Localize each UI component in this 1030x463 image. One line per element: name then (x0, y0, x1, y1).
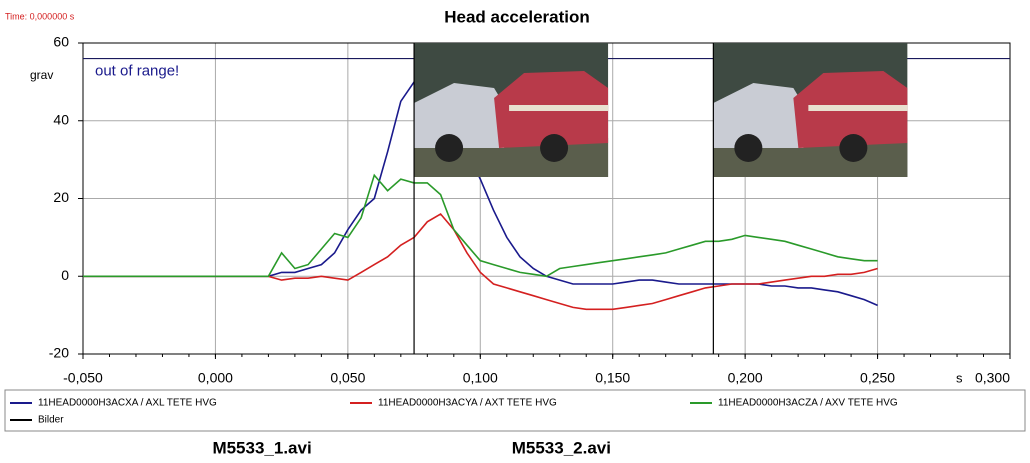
wheel (540, 134, 569, 162)
wheel (734, 134, 763, 162)
series-line (83, 173, 878, 278)
car-stripe (808, 105, 908, 111)
wheel (435, 134, 464, 162)
video-frame (414, 43, 609, 177)
y-tick-label: 20 (53, 189, 69, 205)
x-tick-label: -0,050 (63, 370, 103, 386)
car-stripe (509, 105, 609, 111)
x-unit: s (956, 370, 963, 385)
y-tick-label: -20 (49, 345, 69, 361)
y-tick-label: 40 (53, 111, 69, 127)
car-left (713, 83, 809, 148)
legend-label: 11HEAD0000H3ACZA / AXV TETE HVG (718, 398, 898, 409)
x-tick-label: 0,250 (860, 370, 895, 386)
image-label: M5533_2.avi (512, 438, 611, 457)
legend-box (4, 389, 1026, 432)
legend-label: 11HEAD0000H3ACYA / AXT TETE HVG (378, 398, 557, 409)
chart-title: Head acceleration (444, 7, 590, 26)
car-left (414, 83, 510, 148)
image-label: M5533_1.avi (212, 438, 311, 457)
x-tick-label: 0,300 (975, 370, 1010, 386)
x-tick-label: 0,000 (198, 370, 233, 386)
wheel (839, 134, 868, 162)
x-tick-label: 0,050 (330, 370, 365, 386)
y-unit: grav (30, 68, 53, 82)
y-tick-label: 60 (53, 34, 69, 50)
annotation: out of range! (95, 63, 179, 80)
x-tick-label: 0,150 (595, 370, 630, 386)
y-tick-label: 0 (61, 267, 69, 283)
video-frame (713, 43, 908, 177)
legend-label: 11HEAD0000H3ACXA / AXL TETE HVG (38, 398, 217, 409)
legend-label: Bilder (38, 415, 64, 426)
x-tick-label: 0,200 (728, 370, 763, 386)
time-label: Time: 0,000000 s (5, 11, 75, 21)
x-tick-label: 0,100 (463, 370, 498, 386)
